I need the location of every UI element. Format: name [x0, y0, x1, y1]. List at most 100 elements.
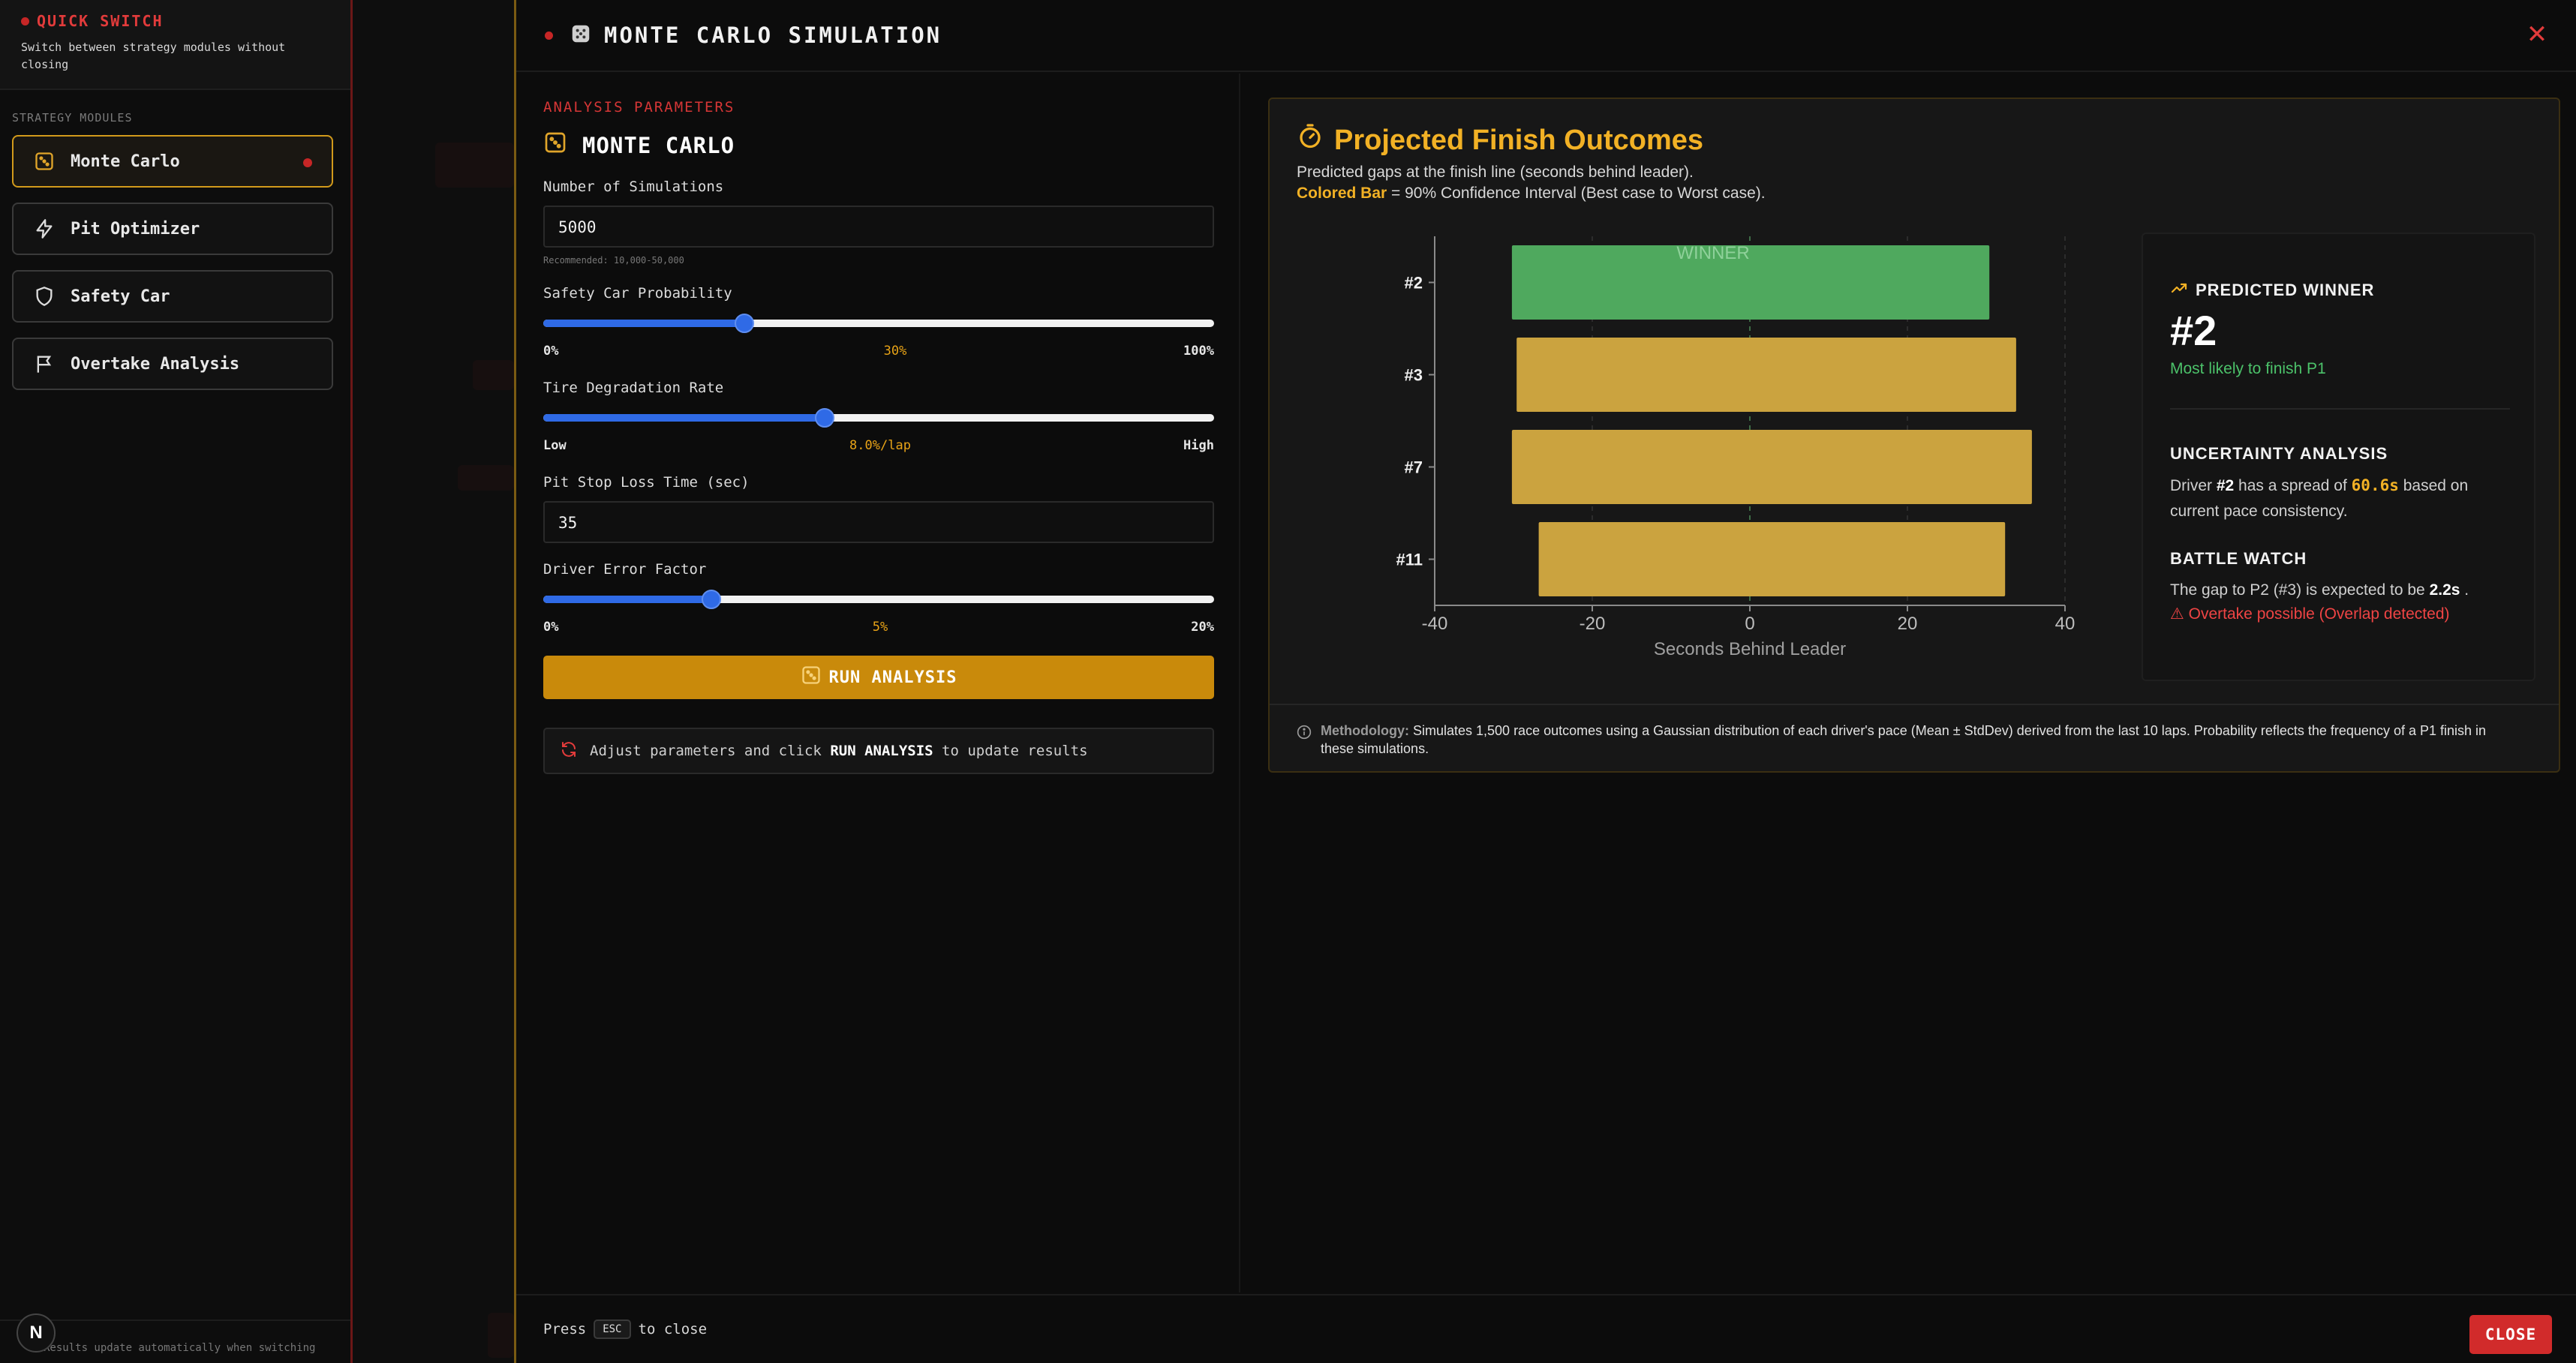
esc-key-badge: ESC: [594, 1319, 631, 1339]
slider-fill: [543, 414, 825, 422]
num-simulations-label: Number of Simulations: [543, 179, 724, 195]
text-fragment: Driver: [2170, 477, 2212, 494]
slider-value-label: 5%: [872, 620, 888, 635]
x-tick-label: 40: [2055, 614, 2076, 634]
pit-stop-loss-input[interactable]: 35: [543, 501, 1214, 543]
status-dot-icon: [21, 17, 29, 26]
battle-watch-title: BATTLE WATCH: [2170, 549, 2307, 568]
tire-degradation-slider[interactable]: [543, 408, 1214, 428]
params-title: MONTE CARLO: [582, 132, 735, 158]
module-overtake-analysis[interactable]: Overtake Analysis: [12, 338, 333, 390]
run-analysis-label: RUN ANALYSIS: [828, 668, 957, 687]
predicted-winner-label: PREDICTED WINNER: [2196, 281, 2375, 299]
finish-outcomes-chart: #2 #3 #7 #11 WINNER -40 -20 0 20 40 Seconds Behind…: [1396, 236, 2076, 659]
quick-switch-title: QUICK SWITCH: [37, 12, 164, 30]
analysis-parameters-panel: ANALYSIS PARAMETERS MONTE CARLO Number o…: [516, 74, 1240, 1292]
bar-driver-3: [1516, 338, 2016, 412]
winner-label: WINNER: [1676, 243, 1749, 263]
results-subtitle: Predicted gaps at the finish line (secon…: [1297, 164, 1694, 181]
gap-value: 2.2s: [2429, 581, 2460, 599]
adjust-hint-prefix: Adjust parameters and click: [590, 743, 822, 759]
backdrop-shape: [435, 143, 514, 188]
sidebar-footer-note: Results update automatically when switch…: [0, 1319, 350, 1363]
slider-thumb[interactable]: [701, 590, 721, 609]
driver-error-slider[interactable]: [543, 590, 1214, 609]
module-label: Monte Carlo: [71, 152, 180, 171]
footer-press-text: Press: [543, 1321, 587, 1337]
active-indicator-icon: [303, 158, 312, 167]
results-card: Projected Finish Outcomes Predicted gaps…: [1268, 98, 2560, 773]
pit-stop-loss-label: Pit Stop Loss Time (sec): [543, 474, 750, 491]
status-dot-icon: [545, 31, 553, 40]
slider-max-label: 100%: [1183, 344, 1214, 359]
safety-car-probability-slider[interactable]: [543, 314, 1214, 333]
refresh-icon: [560, 740, 578, 762]
slider-min-label: 0%: [543, 344, 559, 359]
slider-thumb[interactable]: [815, 408, 835, 428]
bar-driver-7: [1511, 430, 2032, 504]
slider-max-label: 20%: [1191, 620, 1214, 635]
modal-title: MONTE CARLO SIMULATION: [604, 23, 942, 48]
flag-icon: [33, 353, 56, 375]
adjust-hint-suffix: to update results: [942, 743, 1088, 759]
strategy-modules-label: STRATEGY MODULES: [12, 111, 133, 125]
info-icon: [1297, 725, 1312, 744]
lightning-icon: [33, 218, 56, 240]
slider-min-label: 0%: [543, 620, 559, 635]
results-legend: Colored Bar = 90% Confidence Interval (B…: [1297, 185, 1766, 203]
driver-error-label: Driver Error Factor: [543, 561, 707, 578]
x-tick-label: -40: [1422, 614, 1448, 634]
slider-max-label: High: [1183, 438, 1214, 453]
num-simulations-input[interactable]: 5000: [543, 206, 1214, 248]
close-icon[interactable]: ✕: [2526, 20, 2548, 49]
y-tick-label: #11: [1396, 551, 1423, 569]
predicted-winner-value: #2: [2170, 307, 2217, 354]
module-safety-car[interactable]: Safety Car: [12, 270, 333, 323]
backdrop-shape: [488, 1313, 514, 1358]
x-tick-label: 0: [1745, 614, 1754, 634]
bar-driver-2: [1511, 245, 1990, 320]
uncertainty-analysis-title: UNCERTAINTY ANALYSIS: [2170, 444, 2388, 463]
num-simulations-hint: Recommended: 10,000-50,000: [543, 255, 684, 266]
tire-degradation-label: Tire Degradation Rate: [543, 380, 724, 396]
text-fragment: .: [2464, 581, 2469, 599]
x-tick-label: 20: [1898, 614, 1918, 634]
quick-switch-header: QUICK SWITCH Switch between strategy mod…: [0, 0, 350, 90]
overtake-warning: ⚠ Overtake possible (Overlap detected): [2170, 605, 2450, 623]
x-tick-label: -20: [1580, 614, 1606, 634]
close-button[interactable]: CLOSE: [2469, 1315, 2552, 1354]
monte-carlo-modal: MONTE CARLO SIMULATION ✕ ANALYSIS PARAME…: [514, 0, 2576, 1363]
slider-value-label: 8.0%/lap: [849, 438, 911, 453]
slider-fill: [543, 320, 745, 327]
legend-key: Colored Bar: [1297, 185, 1387, 202]
methodology-note: Methodology: Simulates 1,500 race outcom…: [1270, 704, 2559, 773]
predicted-winner-subtitle: Most likely to finish P1: [2170, 360, 2326, 377]
adjust-hint-box: Adjust parameters and click RUN ANALYSIS…: [543, 728, 1214, 774]
legend-text: = 90% Confidence Interval (Best case to …: [1387, 185, 1766, 202]
dice-icon: [570, 23, 592, 49]
bar-driver-11: [1538, 522, 2006, 596]
dimmed-backdrop[interactable]: [353, 0, 514, 1363]
n-logo-badge[interactable]: N: [17, 1313, 56, 1352]
predicted-winner-card: PREDICTED WINNER #2 Most likely to finis…: [2142, 233, 2535, 681]
shield-icon: [33, 285, 56, 308]
module-label: Pit Optimizer: [71, 219, 200, 239]
battle-watch-text: The gap to P2 (#3) is expected to be 2.2…: [2170, 578, 2511, 603]
module-label: Safety Car: [71, 287, 170, 306]
footer-close-text: to close: [638, 1321, 708, 1337]
uncertainty-analysis-text: Driver #2 has a spread of 60.6s based on…: [2170, 473, 2511, 524]
backdrop-shape: [473, 360, 514, 390]
text-fragment: based on current pace consistency.: [2170, 477, 2469, 520]
run-analysis-button[interactable]: RUN ANALYSIS: [543, 656, 1214, 699]
module-pit-optimizer[interactable]: Pit Optimizer: [12, 203, 333, 255]
slider-fill: [543, 596, 711, 603]
safety-car-probability-label: Safety Car Probability: [543, 285, 732, 302]
slider-min-label: Low: [543, 438, 567, 453]
y-tick-label: #2: [1405, 274, 1423, 293]
slider-thumb[interactable]: [735, 314, 755, 333]
quick-switch-sidebar: QUICK SWITCH Switch between strategy mod…: [0, 0, 353, 1363]
module-monte-carlo[interactable]: Monte Carlo: [12, 135, 333, 188]
module-label: Overtake Analysis: [71, 354, 240, 374]
dice-icon: [801, 665, 822, 690]
text-fragment: The gap to P2 (#3) is expected to be: [2170, 581, 2425, 599]
